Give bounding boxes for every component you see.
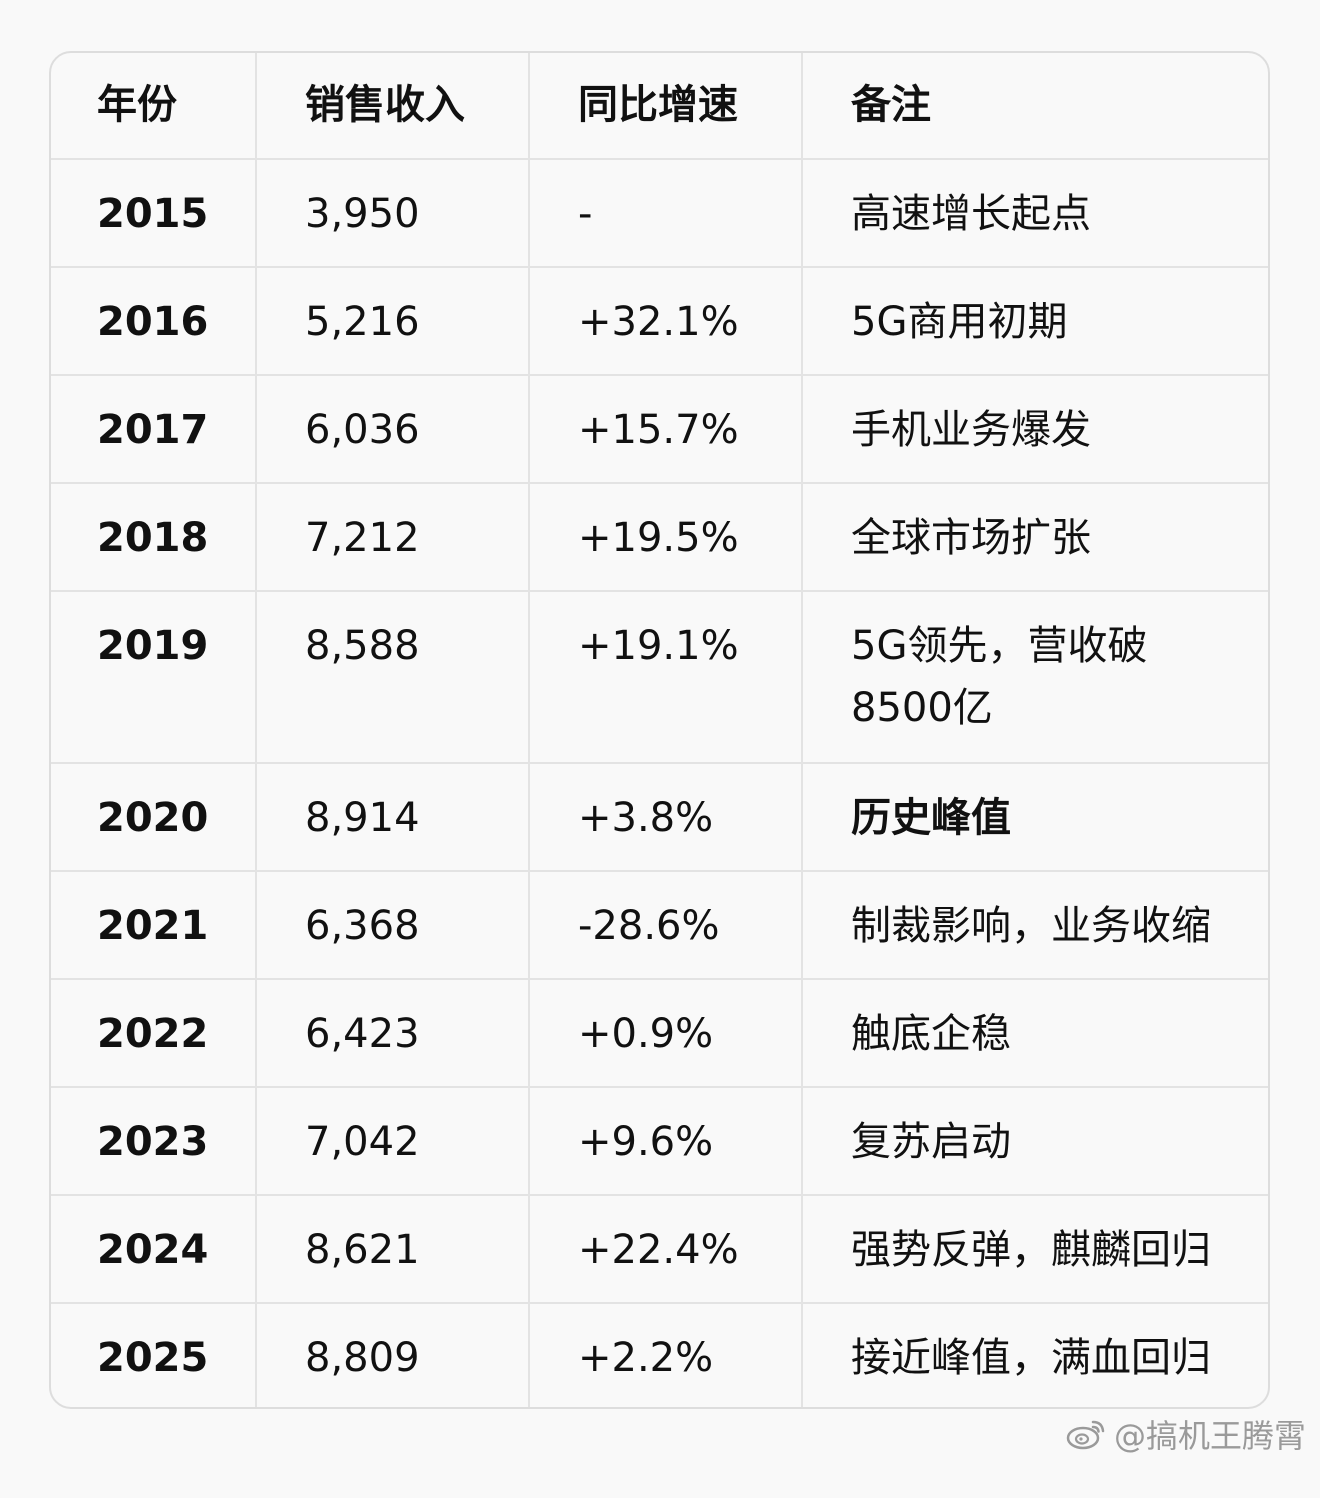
- cell-growth: +9.6%: [529, 1087, 803, 1196]
- cell-note: 强势反弹，麒麟回归: [802, 1195, 1268, 1304]
- table-row: 2023 7,042 +9.6% 复苏启动: [51, 1087, 1268, 1196]
- cell-revenue: 7,042: [256, 1087, 530, 1196]
- cell-growth: -28.6%: [529, 871, 803, 980]
- cell-year: 2025: [51, 1303, 257, 1407]
- cell-growth: +2.2%: [529, 1303, 803, 1407]
- cell-note: 高速增长起点: [802, 159, 1268, 268]
- cell-growth: +19.1%: [529, 591, 803, 764]
- cell-revenue: 8,914: [256, 763, 530, 872]
- cell-note: 接近峰值，满血回归: [851, 1335, 1211, 1381]
- revenue-table: 年份 销售收入 同比增速 备注 2015 3,950 - 高速增长起点 2016…: [51, 53, 1268, 1407]
- cell-growth: +22.4%: [529, 1195, 803, 1304]
- table-row: 2020 8,914 +3.8% 历史峰值: [51, 763, 1268, 872]
- cell-year: 2017: [51, 375, 257, 484]
- cell-revenue: 6,036: [256, 375, 530, 484]
- cell-revenue: 8,621: [256, 1195, 530, 1304]
- cell-note: 历史峰值: [802, 763, 1268, 872]
- cell-growth: +3.8%: [529, 763, 803, 872]
- cell-note: 复苏启动: [802, 1087, 1268, 1196]
- cell-growth: -: [529, 159, 803, 268]
- cell-revenue: 8,588: [256, 591, 530, 764]
- table-header-row: 年份 销售收入 同比增速 备注: [51, 53, 1268, 160]
- cell-growth: +0.9%: [529, 979, 803, 1088]
- table-row: 2018 7,212 +19.5% 全球市场扩张: [51, 483, 1268, 592]
- cell-revenue: 5,216: [256, 267, 530, 376]
- cell-growth: +15.7%: [529, 375, 803, 484]
- table-row: 2024 8,621 +22.4% 强势反弹，麒麟回归: [51, 1195, 1268, 1304]
- table-row: 2021 6,368 -28.6% 制裁影响，业务收缩: [51, 871, 1268, 980]
- cell-year: 2019: [51, 591, 257, 764]
- table-row: 2017 6,036 +15.7% 手机业务爆发: [51, 375, 1268, 484]
- cell-note: 制裁影响，业务收缩: [802, 871, 1268, 980]
- cell-revenue: 7,212: [256, 483, 530, 592]
- cell-year: 2020: [51, 763, 257, 872]
- header-note: 备注: [802, 53, 1268, 160]
- cell-note: 手机业务爆发: [802, 375, 1268, 484]
- cell-year: 2018: [51, 483, 257, 592]
- cell-year: 2024: [51, 1195, 257, 1304]
- header-growth: 同比增速: [529, 53, 803, 160]
- cell-note: 全球市场扩张: [802, 483, 1268, 592]
- cell-note: 触底企稳: [802, 979, 1268, 1088]
- cell-year: 2023: [51, 1087, 257, 1196]
- cell-revenue: 6,368: [256, 871, 530, 980]
- table-row: 2019 8,588 +19.1% 5G领先，营收破 8500亿: [51, 591, 1268, 764]
- cell-note: 5G商用初期: [802, 267, 1268, 376]
- cell-year: 2016: [51, 267, 257, 376]
- table-row: 2015 3,950 - 高速增长起点: [51, 159, 1268, 268]
- revenue-table-card: 年份 销售收入 同比增速 备注 2015 3,950 - 高速增长起点 2016…: [49, 51, 1270, 1409]
- weibo-icon: [1066, 1418, 1106, 1450]
- cell-growth: +32.1%: [529, 267, 803, 376]
- table-row: 2022 6,423 +0.9% 触底企稳: [51, 979, 1268, 1088]
- cell-revenue: 3,950: [256, 159, 530, 268]
- watermark: @搞机王腾霄: [1066, 1410, 1306, 1458]
- cell-year: 2022: [51, 979, 257, 1088]
- cell-note: 5G领先，营收破 8500亿: [802, 591, 1268, 764]
- header-revenue: 销售收入: [256, 53, 530, 160]
- header-year: 年份: [51, 53, 257, 160]
- cell-growth: +19.5%: [529, 483, 803, 592]
- cell-revenue: 6,423: [256, 979, 530, 1088]
- cell-year: 2015: [51, 159, 257, 268]
- watermark-text: @搞机王腾霄: [1113, 1417, 1306, 1455]
- cell-revenue: 8,809: [256, 1303, 530, 1407]
- table-row: 2016 5,216 +32.1% 5G商用初期: [51, 267, 1268, 376]
- cell-year: 2021: [51, 871, 257, 980]
- table-row: 2025 8,809 +2.2% 接近峰值，满血回归: [51, 1303, 1268, 1407]
